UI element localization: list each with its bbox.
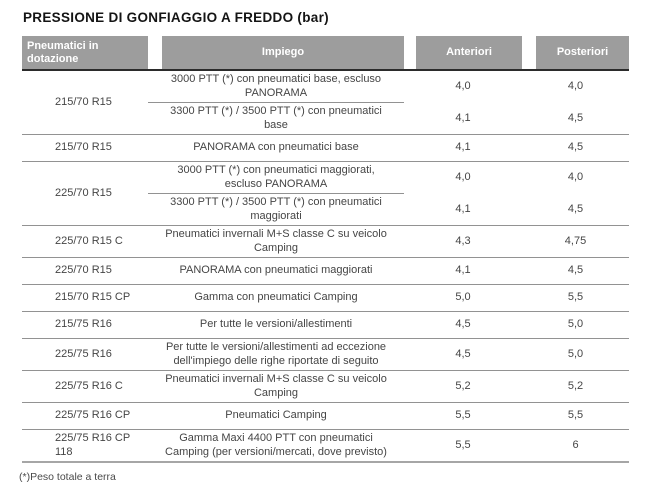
tyre-cell: 225/75 R16 CP 118 (22, 429, 148, 463)
table-row: 3300 PTT (*) / 3500 PTT (*) con pneumati… (22, 193, 629, 226)
tire-pressure-table: Pneumatici in dotazione Impiego Anterior… (22, 36, 629, 463)
posteriori-cell: 5,0 (522, 338, 629, 371)
tyre-cell: 215/75 R16 (22, 311, 148, 339)
impiego-cell: Pneumatici Camping (148, 402, 404, 430)
table-row: 225/75 R16 CP Pneumatici Camping 5,5 5,5 (22, 402, 629, 430)
impiego-cell: 3000 PTT (*) con pneumatici base, esclus… (170, 73, 382, 99)
impiego-cell: PANORAMA con pneumatici maggiorati (148, 257, 404, 285)
posteriori-cell: 5,0 (522, 311, 629, 339)
anteriori-cell: 4,3 (404, 225, 522, 258)
column-header-posteriori-label: Posteriori (536, 36, 629, 69)
anteriori-cell: 5,5 (404, 429, 522, 463)
column-header-pneumatici: Pneumatici in dotazione (22, 36, 148, 71)
impiego-cell: 3300 PTT (*) / 3500 PTT (*) con pneumati… (148, 102, 404, 135)
posteriori-cell: 4,5 (522, 134, 629, 162)
tyre-cell: 215/70 R15 (55, 95, 112, 108)
posteriori-cell: 6 (522, 429, 629, 463)
table-row: 215/75 R16 Per tutte le versioni/allestim… (22, 311, 629, 339)
tyre-cell: 225/75 R16 C (22, 370, 148, 403)
impiego-cell: 3000 PTT (*) con pneumatici maggiorati, … (148, 161, 404, 194)
impiego-cell: Per tutte le versioni/allestimenti ad ec… (148, 338, 404, 371)
posteriori-cell: 4,0 (567, 80, 584, 92)
impiego-cell: Per tutte le versioni/allestimenti (148, 311, 404, 339)
table-row: 225/70 R15 C Pneumatici invernali M+S cla… (22, 225, 629, 258)
anteriori-cell: 5,2 (404, 370, 522, 403)
anteriori-cell: 5,5 (404, 402, 522, 430)
anteriori-cell: 5,0 (404, 284, 522, 312)
posteriori-cell: 5,5 (522, 402, 629, 430)
anteriori-cell: 4,5 (404, 311, 522, 339)
posteriori-cell: 5,5 (522, 284, 629, 312)
footnote: (*)Peso totale a terra (19, 471, 116, 483)
posteriori-cell: 5,2 (522, 370, 629, 403)
impiego-cell: Gamma Maxi 4400 PTT con pneumatici Campi… (148, 429, 404, 463)
impiego-cell: Gamma con pneumatici Camping (148, 284, 404, 312)
table-row: 225/75 R16 C Pneumatici invernali M+S cla… (22, 370, 629, 403)
table-row: 3300 PTT (*) / 3500 PTT (*) con pneumati… (22, 102, 629, 135)
table-row: 225/70 R15 3000 PTT (*) con pneumatici ma… (22, 161, 629, 226)
anteriori-cell: 4,0 (455, 80, 471, 92)
column-header-impiego-label: Impiego (162, 36, 404, 69)
table-body: 215/70 R15 3000 PTT (*) con pneumatici ba… (22, 70, 629, 463)
tyre-cell: 225/70 R15 (22, 257, 148, 285)
table-row: 225/70 R15 PANORAMA con pneumatici maggio… (22, 257, 629, 285)
column-header-impiego: Impiego (148, 36, 404, 71)
anteriori-cell: 4,1 (455, 202, 471, 215)
column-header-anteriori-label: Anteriori (416, 36, 522, 69)
table-row: 225/75 R16 Per tutte le versioni/allestim… (22, 338, 629, 371)
column-header-pneumatici-label: Pneumatici in dotazione (22, 36, 148, 69)
posteriori-cell: 4,0 (522, 161, 629, 194)
tyre-cell: 225/75 R16 (22, 338, 148, 371)
table-header: Pneumatici in dotazione Impiego Anterior… (22, 36, 629, 71)
tyre-cell: 225/70 R15 C (22, 225, 148, 258)
anteriori-cell: 4,0 (404, 161, 522, 194)
impiego-cell: Pneumatici invernali M+S classe C su vei… (148, 225, 404, 258)
anteriori-cell: 4,1 (455, 111, 471, 124)
column-header-posteriori: Posteriori (522, 36, 629, 71)
tyre-cell: 225/75 R16 CP (22, 402, 148, 430)
impiego-cell: PANORAMA con pneumatici base (148, 134, 404, 162)
posteriori-cell: 4,75 (522, 225, 629, 258)
table-row: 225/75 R16 CP 118 Gamma Maxi 4400 PTT con… (22, 429, 629, 463)
tyre-cell: 215/70 R15 CP (22, 284, 148, 312)
anteriori-cell: 4,1 (404, 257, 522, 285)
header-row: Pneumatici in dotazione Impiego Anterior… (22, 36, 629, 71)
tyre-cell: 215/70 R15 (22, 134, 148, 162)
anteriori-cell: 4,1 (404, 134, 522, 162)
impiego-cell: 3300 PTT (*) / 3500 PTT (*) con pneumati… (148, 193, 404, 226)
impiego-cell: Pneumatici invernali M+S classe C su vei… (148, 370, 404, 403)
posteriori-cell: 4,5 (522, 257, 629, 285)
posteriori-cell: 4,5 (567, 202, 584, 215)
column-header-anteriori: Anteriori (404, 36, 522, 71)
posteriori-cell: 4,5 (567, 111, 584, 124)
table-row: 215/70 R15 3000 PTT (*) con pneumatici ba… (22, 70, 629, 108)
table-row: 215/70 R15 PANORAMA con pneumatici base 4,… (22, 134, 629, 162)
page-title: PRESSIONE DI GONFIAGGIO A FREDDO (bar) (23, 10, 329, 25)
tyre-cell: 225/70 R15 (22, 161, 148, 226)
table-row: 215/70 R15 CP Gamma con pneumatici Campin… (22, 284, 629, 312)
anteriori-cell: 4,5 (404, 338, 522, 371)
